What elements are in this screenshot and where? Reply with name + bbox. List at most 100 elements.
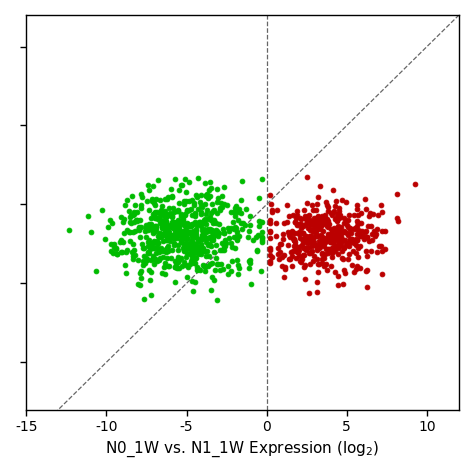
Point: [195, 218, 203, 226]
Point: [191, 278, 199, 286]
Point: [156, 196, 164, 203]
Point: [209, 237, 216, 244]
Point: [231, 244, 238, 251]
Point: [201, 247, 208, 255]
Point: [159, 222, 166, 230]
Point: [304, 235, 312, 243]
Point: [172, 223, 179, 231]
Point: [255, 194, 263, 201]
Point: [312, 232, 319, 239]
Point: [87, 228, 95, 236]
Point: [174, 207, 182, 215]
Point: [378, 247, 386, 255]
Point: [152, 223, 160, 230]
Point: [155, 256, 163, 264]
Point: [199, 232, 206, 239]
Point: [199, 219, 206, 227]
Point: [210, 276, 218, 284]
Point: [172, 218, 180, 226]
Point: [218, 246, 225, 254]
Point: [171, 263, 179, 271]
Point: [340, 214, 348, 222]
Point: [334, 281, 341, 288]
Point: [266, 228, 273, 235]
Point: [312, 222, 319, 229]
Point: [201, 201, 209, 208]
Point: [191, 210, 199, 218]
Point: [178, 237, 185, 244]
Point: [266, 191, 273, 199]
Point: [234, 261, 242, 268]
Point: [183, 245, 191, 252]
Point: [191, 233, 199, 241]
Point: [173, 264, 181, 272]
Point: [176, 219, 183, 226]
Point: [370, 227, 378, 234]
Point: [179, 234, 186, 242]
Point: [297, 242, 305, 249]
Point: [333, 197, 340, 205]
Point: [145, 206, 153, 213]
Point: [273, 219, 280, 227]
Point: [155, 233, 163, 241]
Point: [182, 232, 190, 239]
Point: [190, 228, 198, 236]
Point: [174, 206, 182, 214]
Point: [221, 243, 228, 250]
Point: [229, 218, 237, 226]
Point: [144, 250, 151, 257]
Point: [212, 254, 220, 262]
Point: [155, 239, 162, 246]
Point: [174, 255, 182, 262]
Point: [302, 246, 310, 254]
Point: [350, 211, 358, 219]
Point: [305, 211, 312, 219]
Point: [352, 235, 360, 243]
Point: [212, 241, 219, 248]
Point: [301, 212, 309, 219]
Point: [210, 208, 217, 215]
Point: [218, 203, 226, 210]
Point: [175, 200, 183, 207]
Point: [182, 240, 190, 247]
Point: [350, 239, 358, 247]
Point: [142, 224, 150, 231]
Point: [201, 267, 209, 275]
Point: [188, 233, 196, 240]
Point: [170, 232, 178, 240]
Point: [374, 225, 381, 233]
Point: [149, 254, 157, 262]
Point: [309, 237, 316, 245]
Point: [146, 266, 153, 274]
Point: [182, 225, 190, 232]
Point: [335, 228, 343, 236]
Point: [137, 267, 145, 274]
Point: [177, 212, 185, 219]
Point: [276, 248, 284, 256]
Point: [323, 215, 330, 223]
Point: [163, 218, 170, 225]
Point: [149, 197, 156, 205]
Point: [145, 237, 153, 244]
Point: [151, 210, 159, 217]
Point: [163, 245, 171, 253]
Point: [194, 174, 201, 182]
Point: [131, 251, 138, 258]
Point: [184, 264, 191, 271]
Point: [199, 226, 206, 234]
Point: [142, 233, 149, 240]
Point: [293, 207, 301, 214]
Point: [300, 238, 307, 246]
Point: [324, 223, 332, 230]
Point: [307, 217, 314, 224]
Point: [215, 220, 223, 228]
Point: [121, 201, 128, 209]
Point: [335, 231, 342, 238]
Point: [161, 208, 168, 215]
Point: [192, 230, 200, 238]
Point: [208, 234, 216, 241]
Point: [348, 236, 356, 243]
Point: [179, 239, 187, 246]
Point: [246, 256, 254, 264]
Point: [190, 242, 198, 249]
